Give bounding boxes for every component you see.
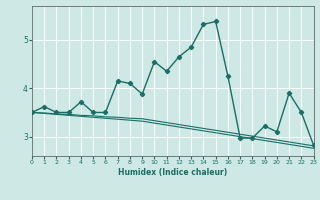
X-axis label: Humidex (Indice chaleur): Humidex (Indice chaleur) xyxy=(118,168,228,177)
